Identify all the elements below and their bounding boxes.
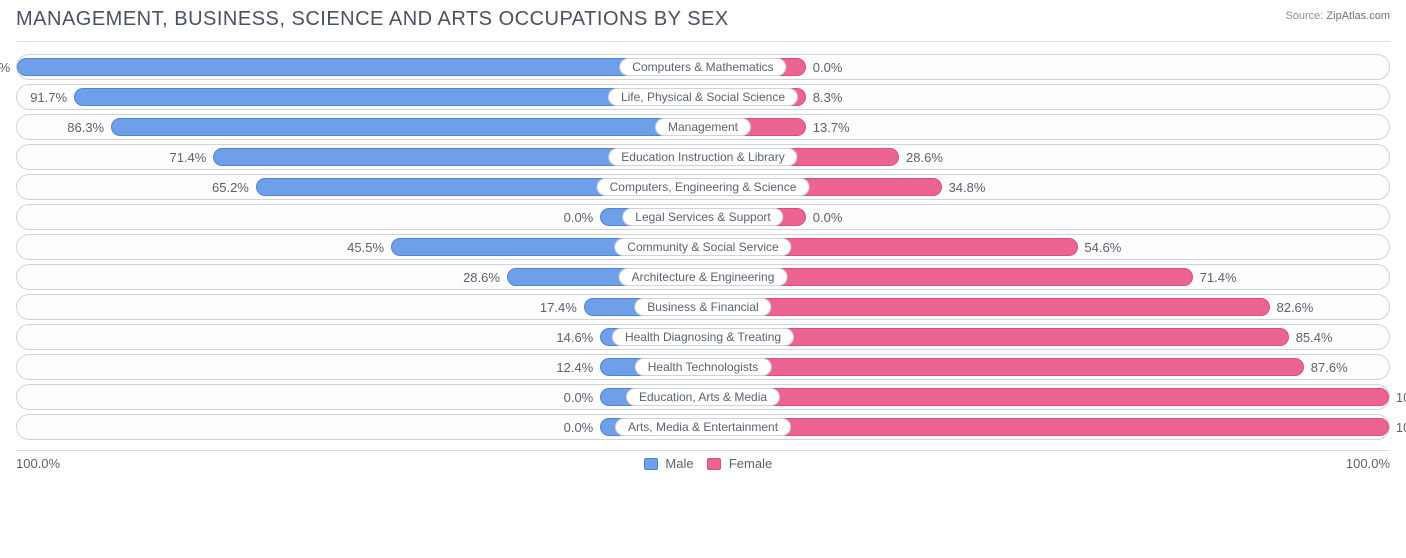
legend-swatch-female [707, 458, 721, 470]
female-percent: 100.0% [1396, 385, 1406, 411]
male-half: 0.0% [17, 385, 703, 409]
chart-row: 86.3% 13.7% Management [16, 114, 1390, 140]
male-half: 0.0% [17, 415, 703, 439]
female-half: 100.0% [703, 415, 1389, 439]
male-percent: 14.6% [556, 325, 593, 351]
female-half: 54.6% [703, 235, 1389, 259]
female-bar [703, 418, 1389, 436]
male-percent: 65.2% [212, 175, 249, 201]
category-label: Computers & Mathematics [619, 58, 786, 76]
legend-label-male: Male [665, 456, 693, 471]
category-label: Health Diagnosing & Treating [612, 328, 794, 346]
category-label: Life, Physical & Social Science [608, 88, 798, 106]
male-percent: 17.4% [540, 295, 577, 321]
female-percent: 85.4% [1296, 325, 1333, 351]
category-label: Health Technologists [635, 358, 772, 376]
female-half: 13.7% [703, 115, 1389, 139]
male-percent: 100.0% [0, 55, 10, 81]
chart-row: 14.6% 85.4% Health Diagnosing & Treating [16, 324, 1390, 350]
male-percent: 86.3% [67, 115, 104, 141]
chart-row: 0.0% 0.0% Legal Services & Support [16, 204, 1390, 230]
chart-row: 0.0% 100.0%Arts, Media & Entertainment [16, 414, 1390, 440]
male-percent: 0.0% [564, 385, 594, 411]
male-half: 12.4% [17, 355, 703, 379]
female-percent: 34.8% [949, 175, 986, 201]
category-label: Education, Arts & Media [626, 388, 780, 406]
diverging-bar-chart: 100.0% 0.0% Computers & Mathematics 91.7% 8.… [16, 41, 1390, 451]
female-percent: 54.6% [1084, 235, 1121, 261]
category-label: Architecture & Engineering [619, 268, 788, 286]
category-label: Computers, Engineering & Science [597, 178, 810, 196]
chart-row: 0.0% 100.0%Education, Arts & Media [16, 384, 1390, 410]
male-percent: 0.0% [564, 415, 594, 441]
male-percent: 45.5% [347, 235, 384, 261]
male-half: 45.5% [17, 235, 703, 259]
female-bar [703, 358, 1304, 376]
male-half: 86.3% [17, 115, 703, 139]
male-half: 0.0% [17, 205, 703, 229]
female-percent: 0.0% [813, 55, 843, 81]
male-half: 100.0% [17, 55, 703, 79]
male-half: 14.6% [17, 325, 703, 349]
male-bar [17, 58, 703, 76]
chart-legend: Male Female [60, 455, 1346, 471]
female-half: 0.0% [703, 205, 1389, 229]
chart-source: Source: ZipAtlas.com [1285, 8, 1390, 22]
female-half: 85.4% [703, 325, 1389, 349]
chart-row: 91.7% 8.3% Life, Physical & Social Science [16, 84, 1390, 110]
female-percent: 0.0% [813, 205, 843, 231]
female-bar [703, 388, 1389, 406]
chart-row: 17.4% 82.6% Business & Financial [16, 294, 1390, 320]
chart-footer: 100.0% Male Female 100.0% [16, 455, 1390, 471]
female-half: 87.6% [703, 355, 1389, 379]
female-percent: 28.6% [906, 145, 943, 171]
chart-row: 71.4% 28.6% Education Instruction & Librar… [16, 144, 1390, 170]
female-percent: 87.6% [1311, 355, 1348, 381]
category-label: Arts, Media & Entertainment [615, 418, 791, 436]
male-percent: 71.4% [169, 145, 206, 171]
female-percent: 82.6% [1276, 295, 1313, 321]
category-label: Business & Financial [634, 298, 771, 316]
female-half: 28.6% [703, 145, 1389, 169]
chart-row: 28.6% 71.4% Architecture & Engineering [16, 264, 1390, 290]
female-percent: 71.4% [1200, 265, 1237, 291]
chart-header: MANAGEMENT, BUSINESS, SCIENCE AND ARTS O… [16, 8, 1390, 31]
female-half: 82.6% [703, 295, 1389, 319]
female-percent: 13.7% [813, 115, 850, 141]
male-half: 71.4% [17, 145, 703, 169]
chart-row: 12.4% 87.6% Health Technologists [16, 354, 1390, 380]
axis-max-left: 100.0% [16, 456, 60, 471]
chart-row: 45.5% 54.6% Community & Social Service [16, 234, 1390, 260]
source-site: ZipAtlas.com [1326, 10, 1390, 22]
legend-label-female: Female [729, 456, 772, 471]
male-percent: 28.6% [463, 265, 500, 291]
category-label: Management [655, 118, 751, 136]
female-percent: 8.3% [813, 85, 843, 111]
chart-row: 65.2% 34.8% Computers, Engineering & Scien… [16, 174, 1390, 200]
male-half: 28.6% [17, 265, 703, 289]
male-half: 91.7% [17, 85, 703, 109]
legend-swatch-male [644, 458, 658, 470]
female-half: 100.0% [703, 385, 1389, 409]
category-label: Education Instruction & Library [608, 148, 797, 166]
male-percent: 0.0% [564, 205, 594, 231]
axis-max-right: 100.0% [1346, 456, 1390, 471]
female-half: 0.0% [703, 55, 1389, 79]
chart-row: 100.0% 0.0% Computers & Mathematics [16, 54, 1390, 80]
female-half: 71.4% [703, 265, 1389, 289]
male-bar [111, 118, 703, 136]
chart-title: MANAGEMENT, BUSINESS, SCIENCE AND ARTS O… [16, 8, 729, 31]
male-percent: 91.7% [30, 85, 67, 111]
male-percent: 12.4% [556, 355, 593, 381]
category-label: Legal Services & Support [622, 208, 783, 226]
category-label: Community & Social Service [614, 238, 791, 256]
female-bar [703, 298, 1270, 316]
source-label: Source: [1285, 10, 1323, 22]
male-half: 17.4% [17, 295, 703, 319]
female-half: 8.3% [703, 85, 1389, 109]
female-percent: 100.0% [1396, 415, 1406, 441]
